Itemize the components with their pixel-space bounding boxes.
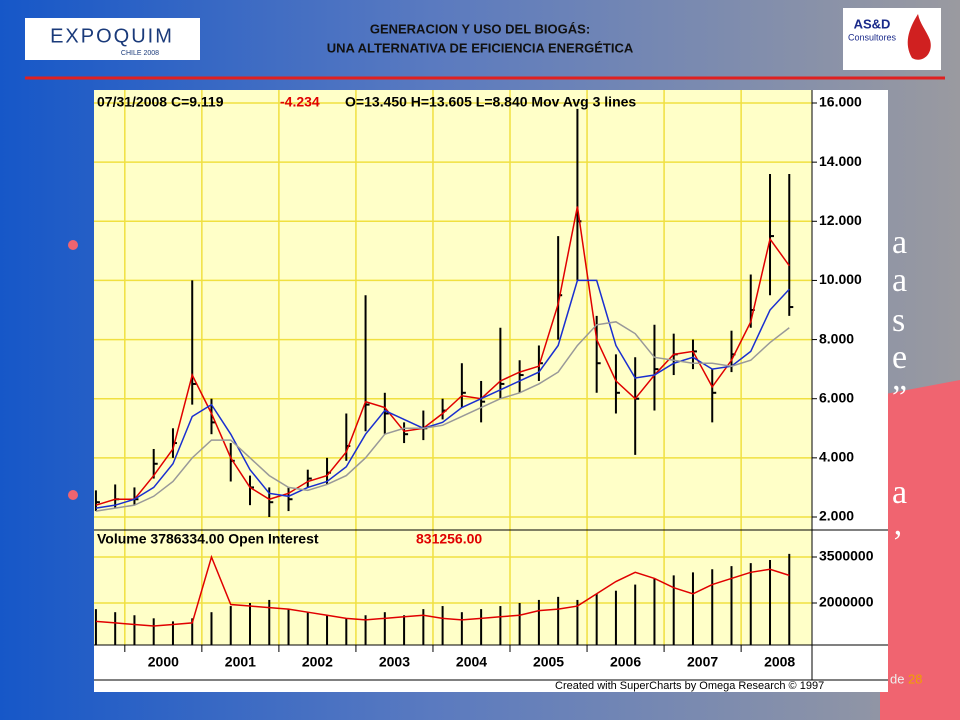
x-tick-label: 2000 (148, 654, 179, 670)
x-tick-label: 2004 (456, 654, 487, 670)
logo-right: AS&D (854, 16, 891, 31)
y2-tick-label: 2000000 (819, 594, 874, 610)
slide-text-fragment: a (892, 474, 907, 511)
x-tick-label: 2002 (302, 654, 333, 670)
volume-header: Volume 3786334.00 Open Interest (97, 531, 319, 547)
series-line (95, 206, 790, 506)
slide-text-fragment: ” (892, 379, 907, 416)
slide-text-fragment: ’ (892, 524, 903, 561)
chart-header-change: -4.234 (280, 94, 320, 110)
slide-text-fragment: a (892, 224, 907, 261)
logo-left: EXPOQUIM (50, 25, 174, 47)
series-line (95, 321, 790, 512)
accent-shape (880, 380, 960, 720)
logo-left-sub: CHILE 2008 (121, 50, 159, 57)
slide-text-fragment: a (892, 262, 907, 299)
y-tick-label: 14.000 (819, 153, 862, 169)
y-tick-label: 4.000 (819, 449, 854, 465)
y-tick-label: 12.000 (819, 212, 862, 228)
x-tick-label: 2001 (225, 654, 256, 670)
x-tick-label: 2007 (687, 654, 718, 670)
title-line2: UNA ALTERNATIVA DE EFICIENCIA ENERGÉTICA (327, 40, 634, 55)
page-total: 28 (908, 671, 922, 686)
chart-footer: Created with SuperCharts by Omega Resear… (555, 680, 824, 692)
slide-text-fragment: e (892, 339, 907, 376)
x-tick-label: 2008 (764, 654, 795, 670)
x-tick-label: 2003 (379, 654, 410, 670)
y2-tick-label: 3500000 (819, 548, 874, 564)
y-tick-label: 8.000 (819, 330, 854, 346)
page-prefix: de (890, 671, 904, 686)
title-line1: GENERACION Y USO DEL BIOGÁS: (370, 21, 590, 36)
series-line (95, 279, 790, 509)
y-tick-label: 10.000 (819, 271, 862, 287)
x-tick-label: 2006 (610, 654, 641, 670)
chart-header-rest: O=13.450 H=13.605 L=8.840 Mov Avg 3 line… (345, 94, 636, 110)
bullet (68, 240, 78, 250)
series-line (95, 554, 790, 627)
price-pane (94, 90, 812, 530)
open-interest-value: 831256.00 (416, 531, 482, 547)
logo-left-box (25, 18, 200, 60)
slide-text-fragment: s (892, 302, 905, 339)
x-tick-label: 2005 (533, 654, 564, 670)
y-tick-label: 6.000 (819, 389, 854, 405)
y-tick-label: 16.000 (819, 94, 862, 110)
chart-header: 07/31/2008 C=9.119 (97, 94, 224, 110)
logo-drop (907, 14, 931, 60)
bullet (68, 490, 78, 500)
y-tick-label: 2.000 (819, 508, 854, 524)
logo-right-sub: Consultores (848, 32, 897, 42)
